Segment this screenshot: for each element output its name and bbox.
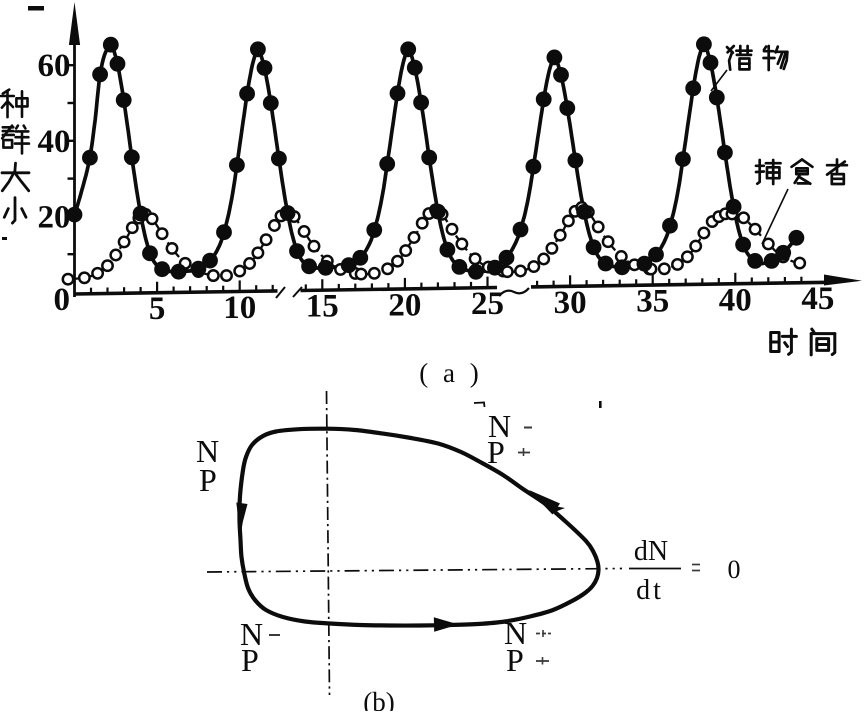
svg-text:20: 20 <box>38 199 71 235</box>
svg-text:25: 25 <box>471 286 504 322</box>
svg-text:N: N <box>504 615 527 651</box>
svg-text:(b): (b) <box>363 687 394 711</box>
svg-text:P: P <box>487 434 505 470</box>
svg-text:60: 60 <box>38 48 71 84</box>
svg-text:0: 0 <box>728 555 741 584</box>
svg-text:P: P <box>199 462 217 498</box>
svg-text:20: 20 <box>388 287 421 323</box>
svg-text:dN: dN <box>634 536 668 567</box>
svg-text:40: 40 <box>38 124 71 160</box>
svg-text:dt: dt <box>636 575 664 606</box>
svg-text:5: 5 <box>149 291 166 327</box>
svg-text:P: P <box>506 642 524 678</box>
svg-text:40: 40 <box>719 282 752 318</box>
svg-text:N: N <box>196 433 219 469</box>
svg-text:P: P <box>241 642 259 678</box>
svg-text:30: 30 <box>554 285 587 321</box>
svg-text:15: 15 <box>306 289 339 325</box>
svg-text:N: N <box>488 408 511 444</box>
svg-text:45: 45 <box>801 281 834 317</box>
svg-text:35: 35 <box>636 284 669 320</box>
svg-text:( a ): ( a ) <box>419 358 482 388</box>
svg-text:N: N <box>240 616 263 652</box>
svg-text:10: 10 <box>223 290 256 326</box>
svg-text:0: 0 <box>54 282 71 318</box>
